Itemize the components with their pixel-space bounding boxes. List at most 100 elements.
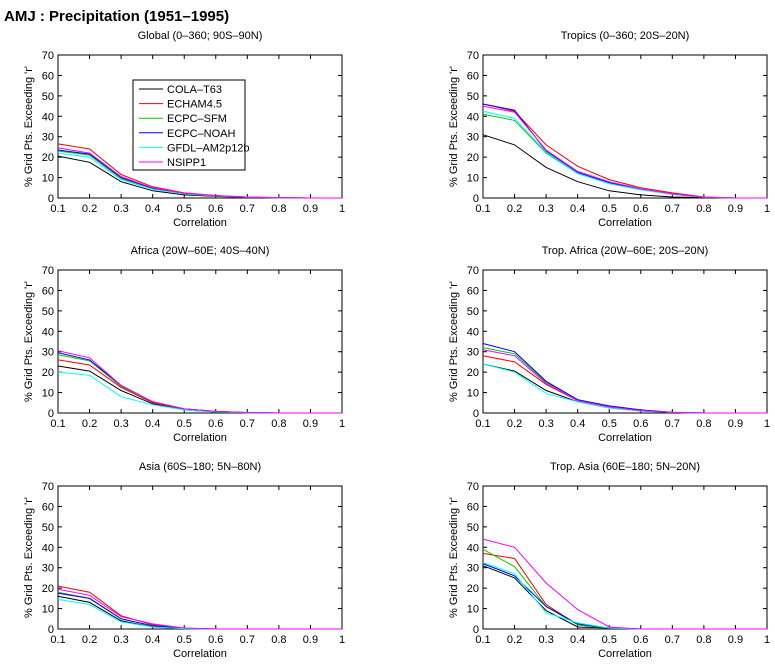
y-tick-label: 40 — [467, 326, 479, 338]
plot-frame-5 — [482, 485, 768, 630]
x-axis-label: Correlation — [173, 432, 227, 444]
series-line-echam4-5 — [482, 552, 767, 630]
legend-entry: ECHAM4.5 — [167, 99, 222, 111]
x-tick-label: 0.6 — [208, 634, 223, 646]
series-line-gfdl-am2p12b — [482, 363, 767, 414]
y-tick-label: 20 — [467, 152, 479, 164]
y-axis-label: % Grid Pts. Exceeding 'r' — [448, 66, 460, 187]
panel-title: Asia (60S–180; 5N–80N) — [139, 461, 261, 473]
y-tick-label: 60 — [467, 501, 479, 513]
y-tick-label: 0 — [48, 408, 54, 420]
series-line-cola-t63 — [57, 595, 342, 630]
x-axis-label: Correlation — [173, 217, 227, 229]
x-tick-label: 0.4 — [570, 634, 585, 646]
panel-title: Trop. Asia (60E–180; 5N–20N) — [550, 461, 700, 473]
y-tick-label: 60 — [42, 285, 54, 297]
x-tick-label: 1 — [764, 418, 770, 430]
x-tick-label: 0.9 — [728, 634, 743, 646]
series-line-cola-t63 — [482, 134, 767, 199]
x-tick-label: 0.1 — [50, 418, 65, 430]
y-axis-label: % Grid Pts. Exceeding 'r' — [23, 281, 35, 402]
y-tick-label: 0 — [48, 624, 54, 636]
y-axis-label: % Grid Pts. Exceeding 'r' — [23, 66, 35, 187]
y-tick-label: 20 — [467, 367, 479, 379]
x-axis-label: Correlation — [598, 217, 652, 229]
y-tick-label: 30 — [42, 347, 54, 359]
series-line-ecpc-sfm — [482, 347, 767, 414]
x-tick-label: 0.5 — [177, 203, 192, 215]
series-line-echam4-5 — [57, 585, 342, 630]
y-tick-label: 0 — [473, 193, 479, 205]
x-tick-label: 1 — [764, 203, 770, 215]
series-line-ecpc-noah — [482, 563, 767, 630]
x-tick-label: 0.4 — [570, 203, 585, 215]
legend-entry: NSIPP1 — [167, 157, 206, 169]
y-tick-label: 30 — [467, 563, 479, 575]
series-line-echam4-5 — [482, 103, 767, 199]
x-tick-label: 0.8 — [271, 418, 286, 430]
x-tick-label: 0.3 — [113, 203, 128, 215]
y-tick-label: 0 — [473, 624, 479, 636]
y-tick-label: 0 — [48, 193, 54, 205]
x-tick-label: 1 — [764, 634, 770, 646]
series-line-nsipp1 — [482, 538, 767, 630]
y-tick-label: 20 — [42, 583, 54, 595]
y-tick-label: 60 — [42, 501, 54, 513]
x-tick-label: 0.1 — [475, 203, 490, 215]
x-tick-label: 0.6 — [633, 634, 648, 646]
x-tick-label: 0.8 — [696, 203, 711, 215]
legend-entry: ECPC–SFM — [167, 113, 227, 125]
y-tick-label: 40 — [467, 542, 479, 554]
legend-entry: GFDL–AM2p12b — [167, 142, 250, 154]
y-tick-label: 20 — [42, 367, 54, 379]
y-tick-label: 70 — [42, 265, 54, 277]
x-axis-label: Correlation — [598, 648, 652, 660]
figure-title: AMJ : Precipitation (1951–1995) — [4, 8, 230, 25]
plot-frame-3 — [482, 269, 768, 414]
x-tick-label: 0.6 — [633, 203, 648, 215]
y-tick-label: 40 — [42, 111, 54, 123]
series-line-gfdl-am2p12b — [57, 598, 342, 630]
x-tick-label: 0.4 — [145, 203, 160, 215]
panel-title: Trop. Africa (20W–60E; 20S–20N) — [542, 245, 709, 257]
x-tick-label: 0.7 — [240, 203, 255, 215]
x-tick-label: 0.6 — [208, 203, 223, 215]
y-tick-label: 60 — [467, 285, 479, 297]
series-line-nsipp1 — [482, 105, 767, 199]
y-tick-label: 40 — [42, 542, 54, 554]
y-tick-label: 70 — [467, 50, 479, 62]
y-tick-label: 10 — [467, 604, 479, 616]
series-line-nsipp1 — [482, 349, 767, 414]
y-tick-label: 10 — [467, 173, 479, 185]
plot-frame-2 — [57, 269, 343, 414]
x-tick-label: 0.2 — [82, 418, 97, 430]
x-tick-label: 0.7 — [665, 418, 680, 430]
y-tick-label: 70 — [42, 50, 54, 62]
y-tick-label: 50 — [467, 306, 479, 318]
x-tick-label: 0.9 — [728, 203, 743, 215]
x-tick-label: 0.5 — [177, 418, 192, 430]
y-tick-label: 10 — [42, 173, 54, 185]
panel-title: Africa (20W–60E; 40S–40N) — [131, 245, 270, 257]
y-tick-label: 20 — [42, 152, 54, 164]
x-tick-label: 0.2 — [82, 203, 97, 215]
panel-title: Global (0–360; 90S–90N) — [138, 30, 263, 42]
y-tick-label: 50 — [467, 522, 479, 534]
x-tick-label: 0.7 — [240, 634, 255, 646]
y-tick-label: 0 — [473, 408, 479, 420]
x-tick-label: 0.9 — [303, 203, 318, 215]
x-tick-label: 0.1 — [50, 634, 65, 646]
x-tick-label: 0.1 — [475, 634, 490, 646]
x-tick-label: 0.8 — [696, 634, 711, 646]
y-axis-label: % Grid Pts. Exceeding 'r' — [23, 497, 35, 618]
plot-frame-4 — [57, 485, 343, 630]
series-line-nsipp1 — [57, 147, 342, 199]
y-tick-label: 70 — [467, 481, 479, 493]
x-tick-label: 0.7 — [665, 203, 680, 215]
panel-title: Tropics (0–360; 20S–20N) — [561, 30, 690, 42]
y-tick-label: 50 — [42, 91, 54, 103]
x-tick-label: 1 — [339, 634, 345, 646]
y-axis-label: % Grid Pts. Exceeding 'r' — [448, 281, 460, 402]
series-line-cola-t63 — [482, 363, 767, 414]
y-tick-label: 10 — [467, 388, 479, 400]
